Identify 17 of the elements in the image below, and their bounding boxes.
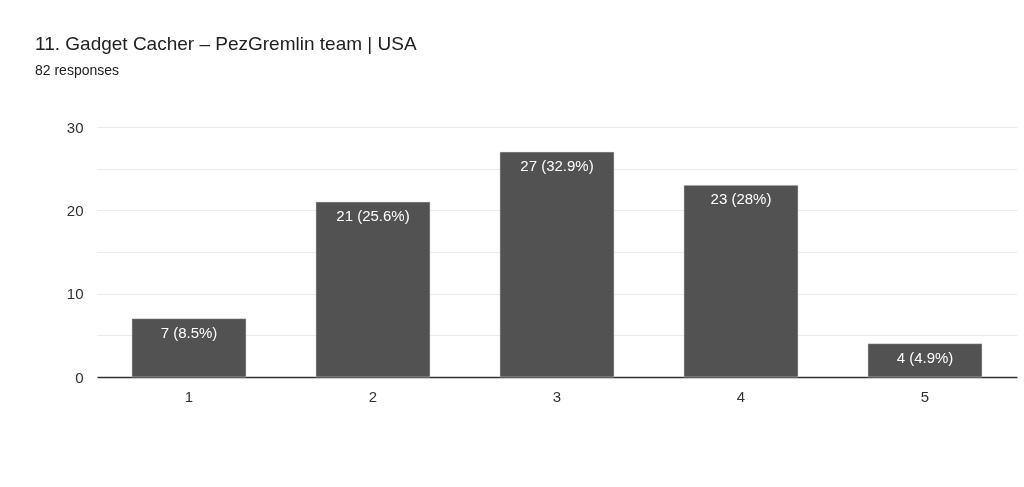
y-tick-label: 0	[75, 368, 84, 386]
x-tick-label: 1	[184, 387, 194, 405]
data-label: 4 (4.9%)	[896, 348, 954, 366]
y-tick-label: 20	[66, 201, 84, 219]
x-tick-label: 5	[920, 387, 930, 405]
chart-title: 11. Gadget Cacher – PezGremlin team | USA	[35, 33, 417, 54]
x-tick-label: 2	[368, 387, 378, 405]
x-tick-label: 4	[736, 387, 746, 405]
data-label: 7 (8.5%)	[160, 323, 218, 341]
y-tick-label: 30	[66, 118, 84, 136]
chart-subtitle: 82 responses	[35, 62, 120, 78]
bar	[867, 343, 983, 378]
data-label: 23 (28%)	[710, 190, 772, 208]
x-tick-label: 3	[552, 387, 562, 405]
data-label: 21 (25.6%)	[336, 207, 410, 224]
data-label: 27 (32.9%)	[520, 157, 594, 174]
y-tick-label: 10	[66, 285, 84, 303]
